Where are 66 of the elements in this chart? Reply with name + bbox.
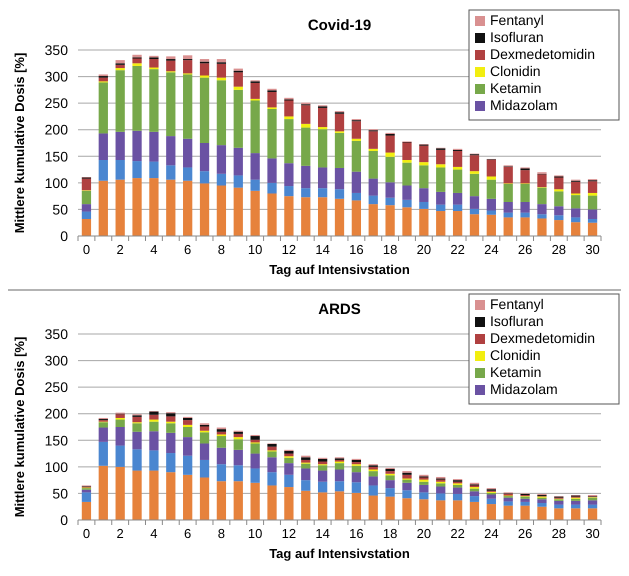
- x-tick-label: 20: [416, 242, 432, 257]
- y-tick-label: 350: [44, 42, 68, 58]
- legend-label: Clonidin: [490, 347, 541, 363]
- y-tick-label: 350: [44, 326, 68, 342]
- x-tick-label: 24: [484, 242, 499, 257]
- y-axis-title: Mittlere kumulative Dosis [%]: [12, 336, 27, 518]
- x-tick-label: 10: [248, 526, 262, 541]
- legend-label: Fentanyl: [490, 296, 544, 312]
- y-tick-label: 150: [44, 432, 68, 448]
- x-tick-label: 0: [82, 242, 90, 257]
- legend-label: Ketamin: [490, 364, 542, 380]
- y-axis-title: Mittlere kumulative Dosis [%]: [12, 52, 27, 234]
- x-tick-label: 20: [416, 526, 432, 541]
- chart-title: ARDS: [318, 301, 361, 318]
- y-tick-label: 50: [52, 485, 68, 502]
- y-tick-label: 250: [44, 379, 68, 396]
- chart-title: Covid-19: [308, 17, 372, 34]
- y-tick-label: 200: [44, 406, 68, 422]
- x-tick-label: 8: [218, 242, 226, 257]
- x-tick-label: 6: [184, 526, 192, 541]
- y-tick-label: 200: [44, 122, 68, 138]
- legend-label: Fentanyl: [490, 12, 544, 28]
- x-tick-label: 12: [282, 242, 296, 257]
- y-tick-label: 250: [44, 95, 68, 112]
- y-tick-label: 300: [44, 68, 68, 85]
- legend-label: Ketamin: [490, 80, 542, 96]
- legend-label: Midazolam: [490, 381, 558, 397]
- x-tick-label: 12: [282, 526, 296, 541]
- y-tick-label: 150: [44, 148, 68, 164]
- y-tick-label: 100: [44, 458, 68, 475]
- legend-label: Dexmedetomidin: [490, 46, 596, 62]
- x-tick-label: 24: [484, 526, 499, 541]
- x-tick-label: 2: [116, 242, 124, 257]
- legend-label: Isofluran: [490, 29, 544, 45]
- y-tick-label: 100: [44, 174, 68, 191]
- x-tick-label: 2: [116, 526, 124, 541]
- x-tick-label: 26: [518, 526, 532, 541]
- legend-label: Dexmedetomidin: [490, 330, 596, 346]
- x-tick-label: 0: [82, 526, 90, 541]
- x-axis-title: Tag auf Intensivstation: [269, 546, 410, 561]
- y-tick-label: 300: [44, 352, 68, 369]
- x-tick-label: 22: [450, 526, 465, 541]
- x-axis-title: Tag auf Intensivstation: [269, 262, 410, 277]
- x-tick-label: 30: [585, 526, 600, 541]
- x-tick-label: 28: [552, 526, 566, 541]
- x-tick-label: 18: [382, 242, 398, 257]
- legend-label: Clonidin: [490, 63, 541, 79]
- y-tick-label: 50: [52, 201, 68, 218]
- x-tick-label: 26: [518, 242, 532, 257]
- x-tick-label: 30: [585, 242, 600, 257]
- x-tick-label: 18: [382, 526, 398, 541]
- x-tick-label: 10: [248, 242, 262, 257]
- x-tick-label: 16: [349, 526, 364, 541]
- x-tick-label: 6: [184, 242, 192, 257]
- y-tick-label: 0: [60, 228, 68, 244]
- legend-label: Midazolam: [490, 97, 558, 113]
- x-tick-label: 4: [150, 526, 158, 541]
- x-tick-label: 14: [315, 526, 330, 541]
- x-tick-label: 16: [349, 242, 364, 257]
- x-tick-label: 8: [218, 526, 226, 541]
- x-tick-label: 14: [315, 242, 330, 257]
- x-tick-label: 28: [552, 242, 566, 257]
- x-tick-label: 22: [450, 242, 465, 257]
- legend-label: Isofluran: [490, 313, 544, 329]
- y-tick-label: 0: [60, 512, 68, 528]
- x-tick-label: 4: [150, 242, 158, 257]
